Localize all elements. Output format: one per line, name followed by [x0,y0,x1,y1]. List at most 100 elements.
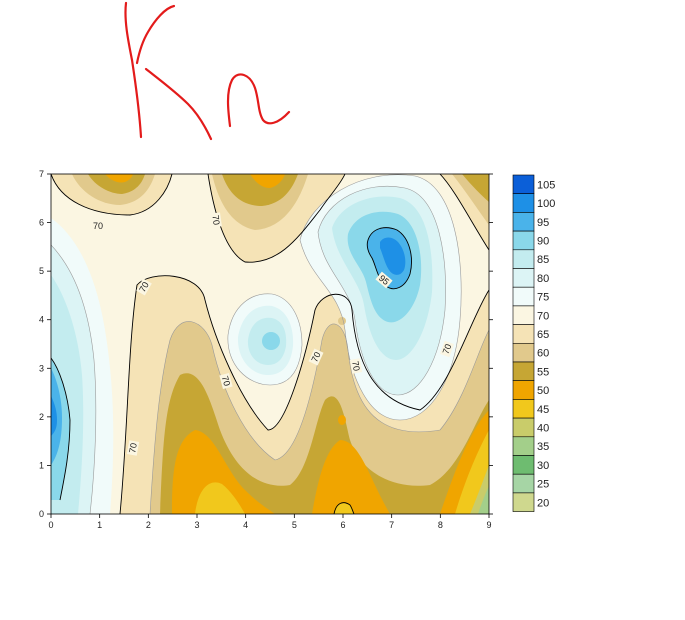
x-tick-label: 9 [486,520,491,530]
y-tick-label: 1 [39,460,44,470]
legend-swatch-60 [512,342,535,363]
legend-label-35: 35 [537,441,549,453]
contour-line-black-bottom-spot [333,502,355,514]
x-tick-label: 0 [48,520,53,530]
band-50-top-middle [250,174,285,188]
band-50-bottom-middle [312,440,390,514]
plot-area [51,174,489,514]
contour-label: 95 [377,273,391,287]
y-tick-label: 4 [39,315,44,325]
legend-swatch-85 [512,249,535,269]
plot-frame [50,173,490,515]
contour-line-grey-center [227,293,303,386]
y-tick-label: 0 [39,509,44,519]
band-55-bottom [160,373,489,514]
y-tick-label: 6 [39,218,44,228]
contour-line-black-right-edge [439,174,489,251]
legend-swatch-40 [512,417,535,438]
band-100-upper-right [380,237,406,275]
legend-label-55: 55 [537,366,549,378]
legend-swatch-30 [512,455,535,475]
handwritten-annotation [124,1,291,141]
contour-label-background [210,212,222,228]
handwriting-stroke-k-stem [124,1,143,139]
contour-labels: 70 70 70 70 70 70 70 70 95 [91,212,455,456]
x-tick-label: 8 [438,520,443,530]
legend-swatch-80 [512,268,535,288]
contour-label: 70 [127,442,139,454]
x-tick-label: 6 [340,520,345,530]
band-55-right-edge [462,174,489,202]
legend-swatch-90 [512,230,535,251]
y-tick-label: 7 [39,169,44,179]
contour-label-background [439,340,455,358]
legend-swatch-65 [512,324,535,344]
x-tick-label: 4 [243,520,248,530]
contour-label-background [91,221,105,231]
legend-swatch-45 [512,399,535,419]
legend-swatch-50 [512,380,535,400]
contour-line-grey-left-edge [51,244,97,514]
contour-line-black-left-edge [51,357,71,501]
contour-label-background [126,440,140,456]
legend-swatch-25 [512,473,535,494]
legend-label-85: 85 [537,254,549,266]
handwriting-stroke-k-arm [135,4,176,65]
x-tick-label: 3 [194,520,199,530]
band-90-center [262,332,280,350]
y-tick-label: 3 [39,363,44,373]
band-100-left-edge [51,396,57,436]
contour-label-background [219,372,233,390]
y-axis: 0 1 2 3 4 5 6 7 [39,169,493,519]
handwriting-stroke-k-leg [144,67,213,141]
band-45-bottom-middle [334,502,354,514]
band-45-bottom-left [195,482,245,514]
contour-label: 70 [210,214,221,225]
legend-label-25: 25 [537,479,549,491]
contour-line-grey-upper-right-inner [317,186,446,396]
band-50-top-left [105,174,133,183]
legend-label-75: 75 [537,292,549,304]
legend-label-90: 90 [537,235,549,247]
handwriting-stroke-n [226,73,291,128]
legend-label-70: 70 [537,310,549,322]
contour-label: 70 [137,280,151,294]
legend-label-50: 50 [537,385,549,397]
band-35-bottom-right [478,486,489,514]
legend-label-100: 100 [537,198,555,210]
legend-label-30: 30 [537,460,549,472]
x-axis: 0 1 2 3 4 5 6 7 8 9 [48,514,492,530]
x-tick-label: 1 [97,520,102,530]
y-tick-label: 2 [39,412,44,422]
legend-label-20: 20 [537,497,549,509]
band-50-bottom-left [172,430,275,514]
legend-swatch-35 [512,436,535,456]
legend-colorbar: 105 100 95 90 85 80 75 70 65 60 55 50 45 40 35 30 25 20 [512,174,555,512]
legend-label-45: 45 [537,404,549,416]
y-tick-label: 5 [39,266,44,276]
band-65-small-spot-upper [338,317,346,325]
band-55-top-left [88,174,145,194]
legend-label-80: 80 [537,273,549,285]
contour-line-grey-bottom [149,321,489,514]
legend-label-40: 40 [537,422,549,434]
legend-label-95: 95 [537,217,549,229]
legend-swatch-95 [512,212,535,232]
contour-label-background [375,271,393,289]
legend-label-60: 60 [537,348,549,360]
contour-line-black-peak [366,227,412,290]
contour-label-background [308,348,324,366]
contour-label-background [136,278,152,296]
x-tick-label: 2 [146,520,151,530]
x-tick-label: 5 [292,520,297,530]
contour-line-black-bottom [119,275,489,514]
contour-label: 70 [220,375,232,387]
contour-label: 70 [309,350,322,363]
legend-label-65: 65 [537,329,549,341]
legend-swatch-100 [512,193,535,213]
legend-swatch-70 [512,305,535,325]
contour-line-black-top-left [51,174,173,216]
legend-label-105: 105 [537,179,555,191]
legend-swatch-75 [512,286,535,307]
